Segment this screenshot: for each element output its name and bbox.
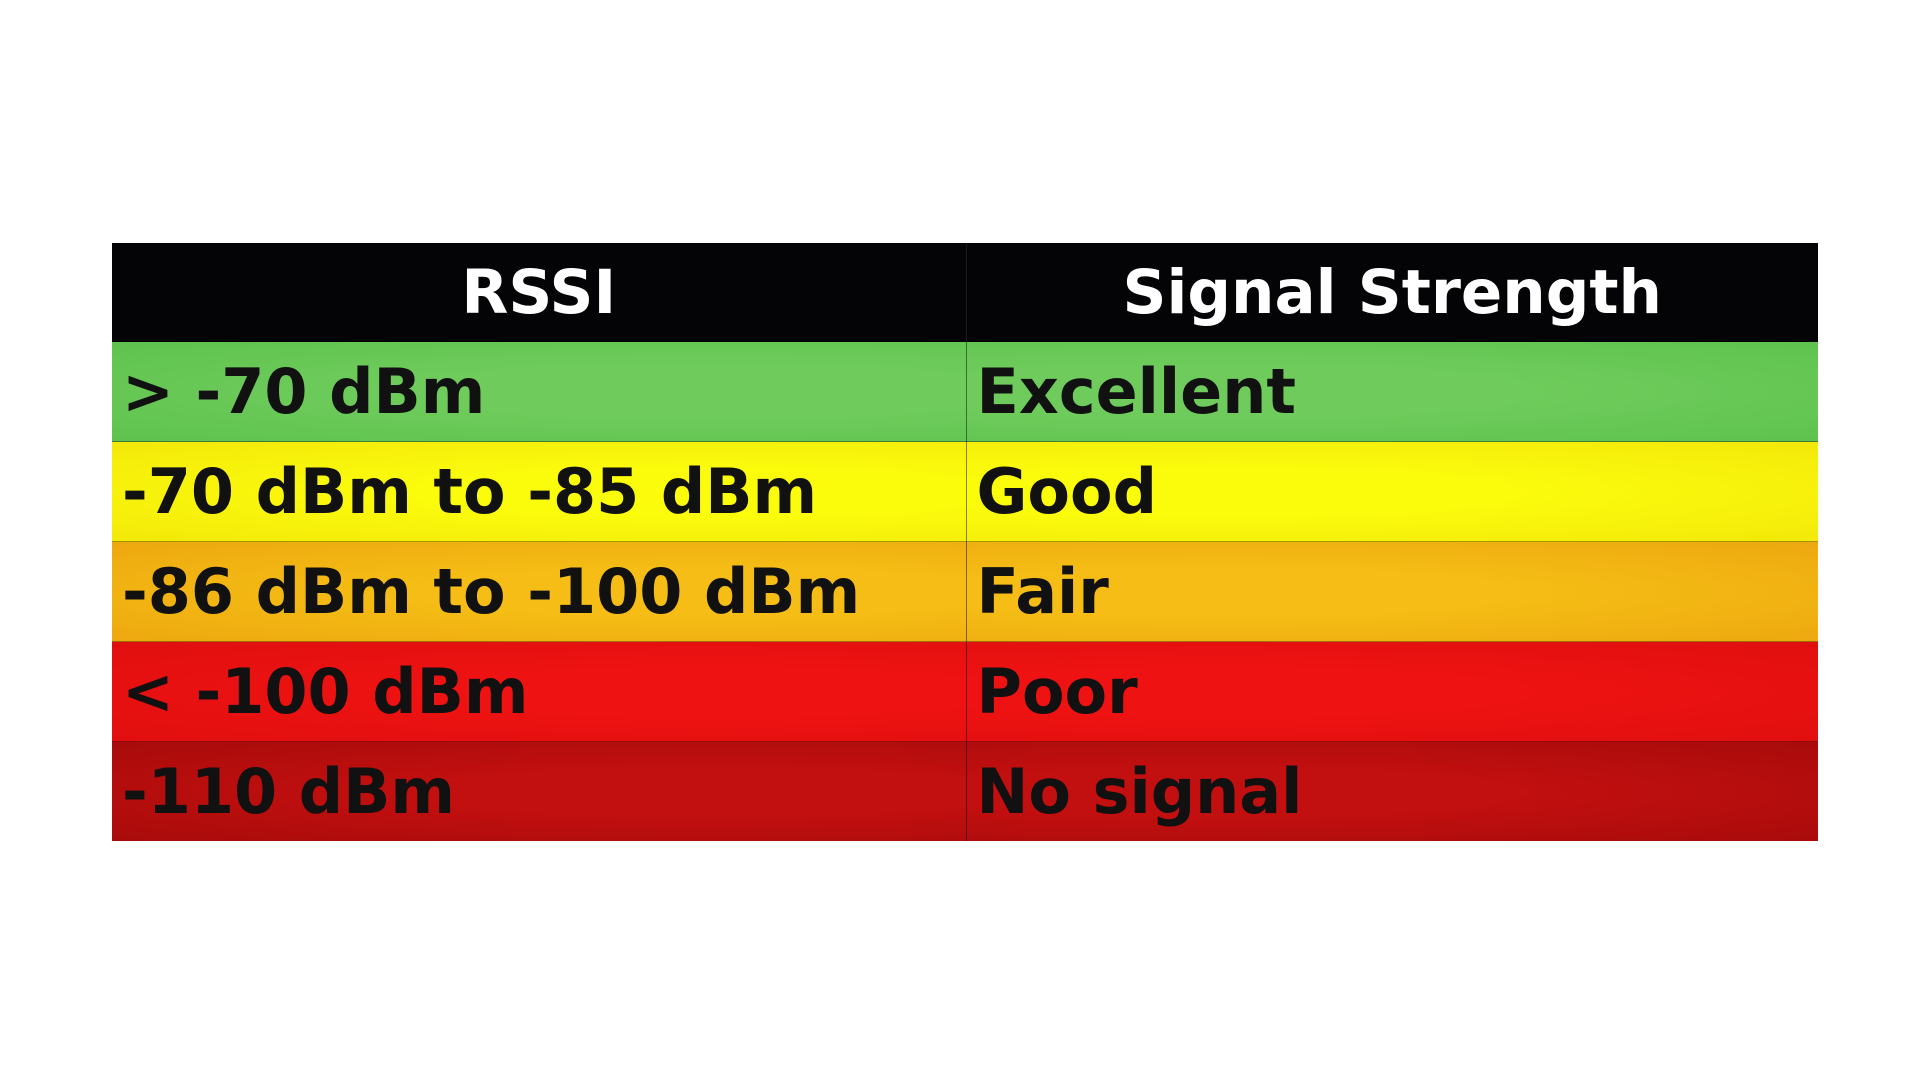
table-row: -110 dBm No signal — [112, 741, 1818, 841]
rssi-signal-table: RSSI Signal Strength > -70 dBm Excellent… — [112, 243, 1818, 841]
strength-cell: Poor — [966, 641, 1818, 742]
rssi-cell: < -100 dBm — [112, 641, 967, 742]
strength-cell: Fair — [966, 541, 1818, 642]
header-row: RSSI Signal Strength — [112, 243, 1818, 342]
table-row: < -100 dBm Poor — [112, 641, 1818, 742]
header-signal-strength: Signal Strength — [966, 243, 1818, 342]
rssi-cell: -86 dBm to -100 dBm — [112, 541, 967, 642]
table-row: -70 dBm to -85 dBm Good — [112, 441, 1818, 542]
table-row: -86 dBm to -100 dBm Fair — [112, 541, 1818, 642]
table-body: > -70 dBm Excellent -70 dBm to -85 dBm G… — [112, 342, 1818, 841]
strength-cell: No signal — [966, 741, 1818, 841]
strength-cell: Excellent — [966, 342, 1818, 442]
rssi-cell: -110 dBm — [112, 741, 967, 841]
rssi-cell: -70 dBm to -85 dBm — [112, 441, 967, 542]
strength-cell: Good — [966, 441, 1818, 542]
table-header: RSSI Signal Strength — [112, 243, 1818, 342]
table-row: > -70 dBm Excellent — [112, 342, 1818, 442]
header-rssi: RSSI — [112, 243, 967, 342]
rssi-cell: > -70 dBm — [112, 342, 967, 442]
